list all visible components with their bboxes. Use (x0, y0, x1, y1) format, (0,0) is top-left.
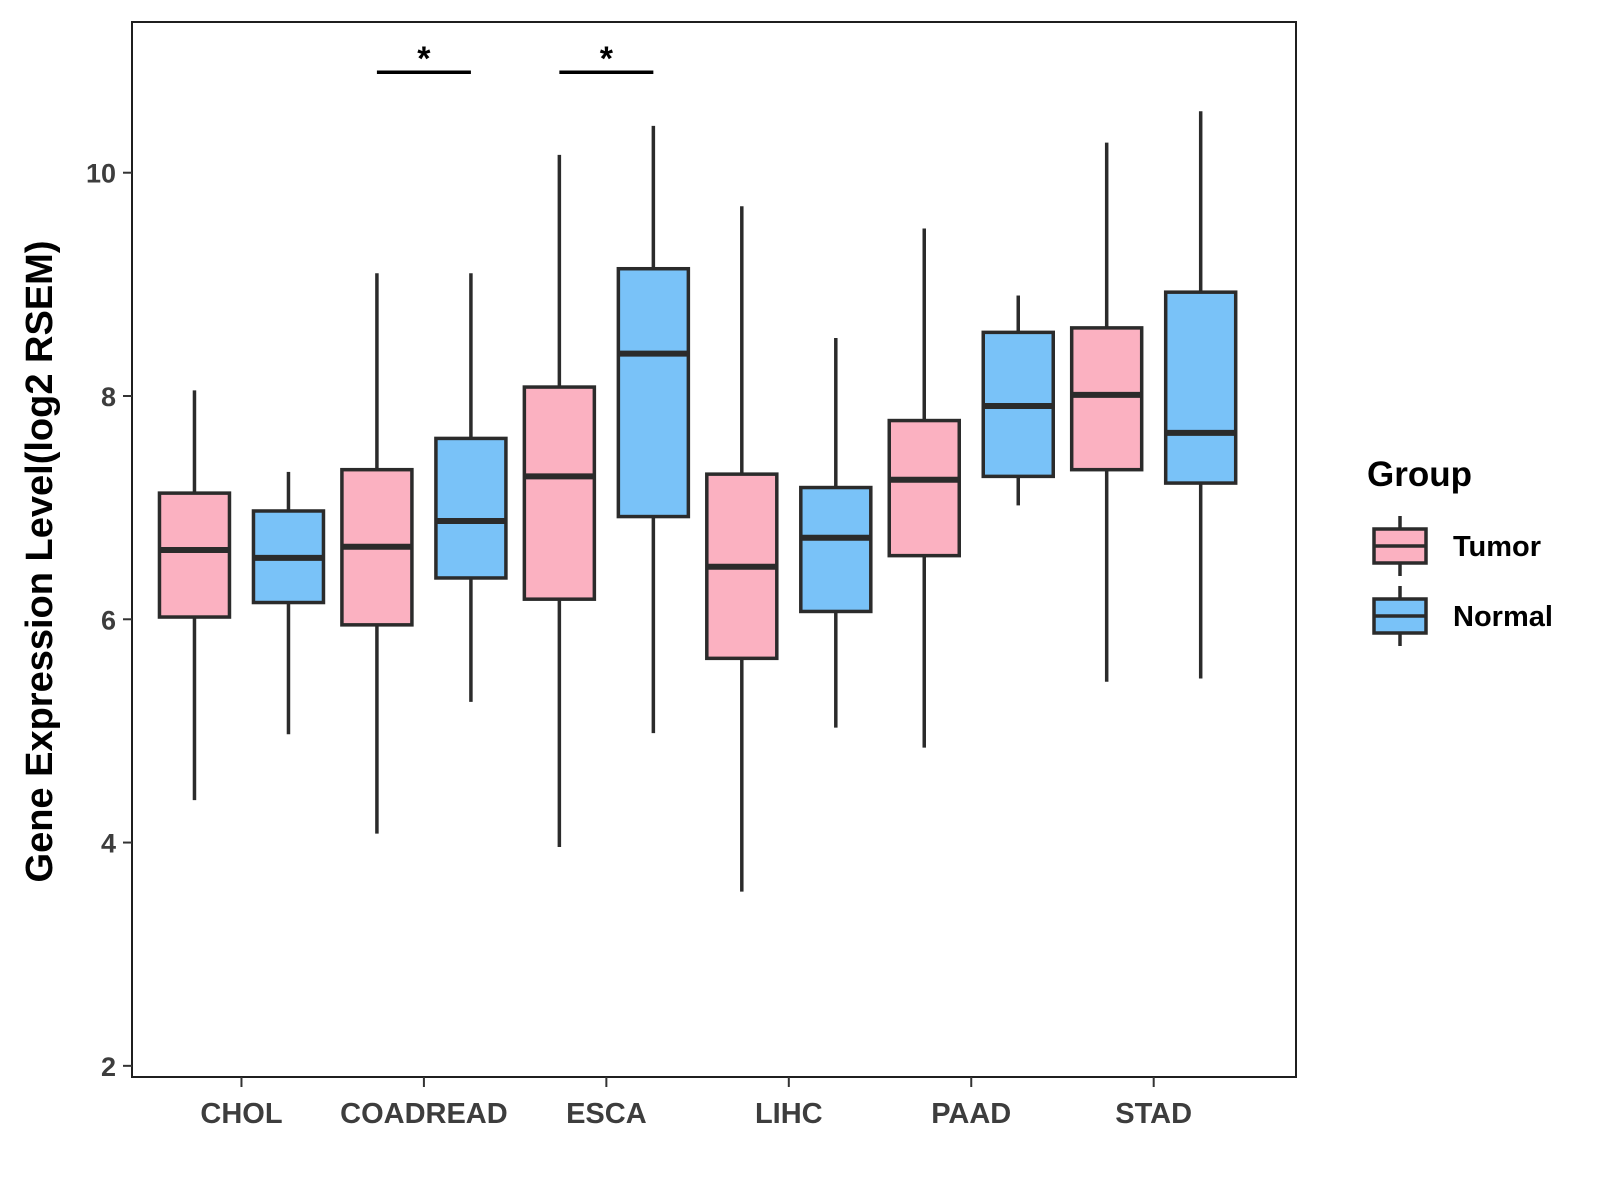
legend-title: Group (1367, 455, 1472, 494)
y-axis-title: Gene Expression Level(log2 RSEM) (19, 241, 61, 883)
x-tick-label: ESCA (566, 1098, 647, 1130)
box-tumor-coadread (340, 273, 414, 834)
box-body (1069, 326, 1144, 472)
box-layer (157, 111, 1238, 892)
x-tick-label: COADREAD (340, 1098, 508, 1130)
y-axis: 2 4 6 8 10 (86, 159, 132, 1082)
y-tick-label: 8 (101, 382, 116, 412)
box-normal-chol (251, 471, 326, 735)
x-axis: CHOL COADREAD ESCA LIHC PAAD STAD (200, 1077, 1192, 1130)
box-tumor-esca (522, 154, 597, 848)
box-body (887, 418, 961, 558)
box-tumor-lihc (705, 206, 779, 892)
legend: Group Tumor Normal (1367, 455, 1553, 646)
box-tumor-paad (887, 228, 961, 748)
x-tick-label: CHOL (200, 1098, 282, 1130)
legend-label: Normal (1453, 601, 1553, 633)
legend-label: Tumor (1453, 531, 1541, 563)
y-tick-label: 10 (86, 159, 116, 189)
x-tick-label: LIHC (755, 1098, 823, 1130)
box-body (616, 266, 691, 519)
box-body (522, 385, 597, 601)
y-tick-label: 4 (101, 829, 116, 859)
legend-key-tumor (1372, 516, 1428, 576)
box-body (799, 485, 873, 614)
significance-label: * (600, 40, 614, 78)
significance-layer: * * (376, 40, 654, 78)
box-body (157, 491, 232, 619)
box-tumor-chol (157, 390, 232, 801)
plot-frame (131, 21, 1297, 1078)
box-normal-paad (981, 295, 1055, 506)
x-tick-label: STAD (1115, 1098, 1192, 1130)
box-normal-coadread (434, 273, 508, 702)
box-normal-lihc (799, 337, 873, 728)
x-tick-label: PAAD (931, 1098, 1011, 1130)
box-normal-esca (616, 125, 691, 734)
y-tick-label: 6 (101, 605, 116, 635)
legend-key-normal (1372, 586, 1428, 646)
box-tumor-stad (1069, 142, 1144, 682)
box-body (1163, 290, 1238, 485)
box-normal-stad (1163, 111, 1238, 679)
significance-label: * (417, 40, 431, 78)
y-tick-label: 2 (101, 1052, 116, 1082)
box-body (434, 436, 508, 580)
